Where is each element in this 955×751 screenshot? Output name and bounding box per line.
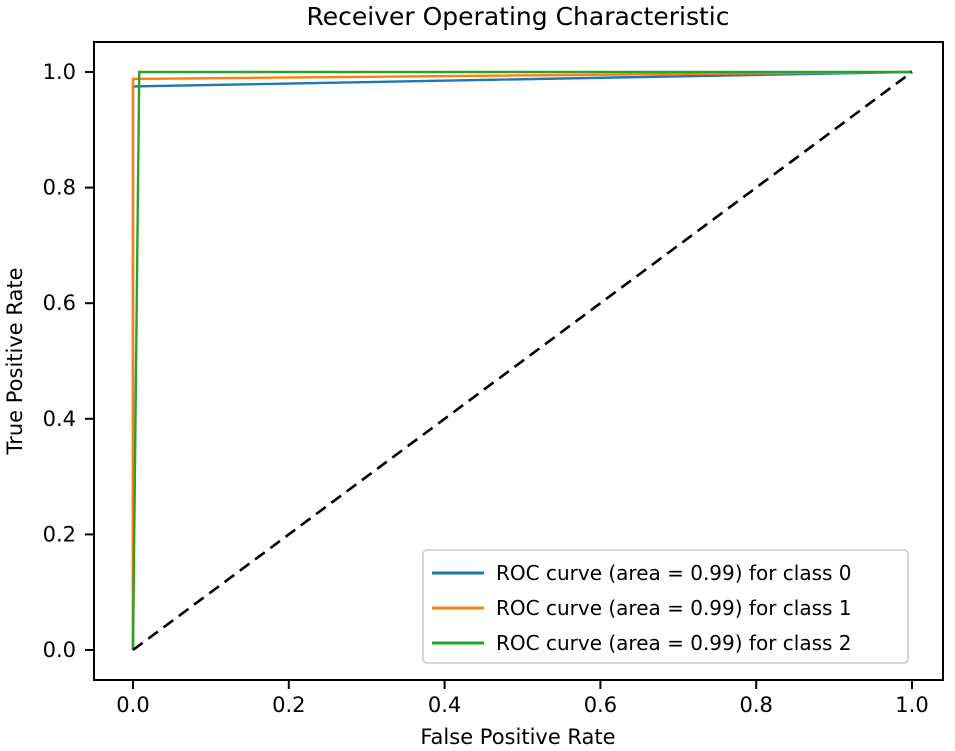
legend-label: ROC curve (area = 0.99) for class 1: [496, 596, 852, 620]
chance-diagonal: [132, 70, 913, 652]
legend-box: [422, 549, 909, 664]
y-tick-label: 0.8: [43, 176, 76, 200]
y-axis-ticks: 0.0 0.2 0.4 0.6 0.8 1.0: [43, 60, 94, 662]
y-axis-label: True Positive Rate: [3, 267, 27, 455]
legend-label: ROC curve (area = 0.99) for class 0: [496, 561, 852, 585]
roc-curve-class-1: [131, 70, 913, 650]
chance-diagonal-line: [132, 70, 913, 652]
chart-title: Receiver Operating Characteristic: [307, 2, 730, 31]
y-tick-label: 0.0: [43, 638, 76, 662]
x-tick-label: 0.8: [739, 693, 772, 717]
x-axis-ticks: 0.0 0.2 0.4 0.6 0.8 1.0: [116, 680, 929, 717]
x-tick-label: 0.2: [272, 693, 305, 717]
y-tick-label: 1.0: [43, 60, 76, 84]
legend-label: ROC curve (area = 0.99) for class 2: [496, 631, 852, 655]
y-tick-label: 0.2: [43, 522, 76, 546]
y-tick-label: 0.4: [43, 407, 76, 431]
y-tick-label: 0.6: [43, 291, 76, 315]
x-tick-label: 0.6: [584, 693, 617, 717]
x-tick-label: 1.0: [895, 693, 928, 717]
legend: ROC curve (area = 0.99) for class 0 ROC c…: [422, 549, 909, 664]
roc-curves: [131, 70, 913, 651]
x-tick-label: 0.0: [116, 693, 149, 717]
x-tick-label: 0.4: [428, 693, 461, 717]
roc-curve-class-2: [131, 70, 912, 651]
x-axis-label: False Positive Rate: [420, 725, 615, 749]
